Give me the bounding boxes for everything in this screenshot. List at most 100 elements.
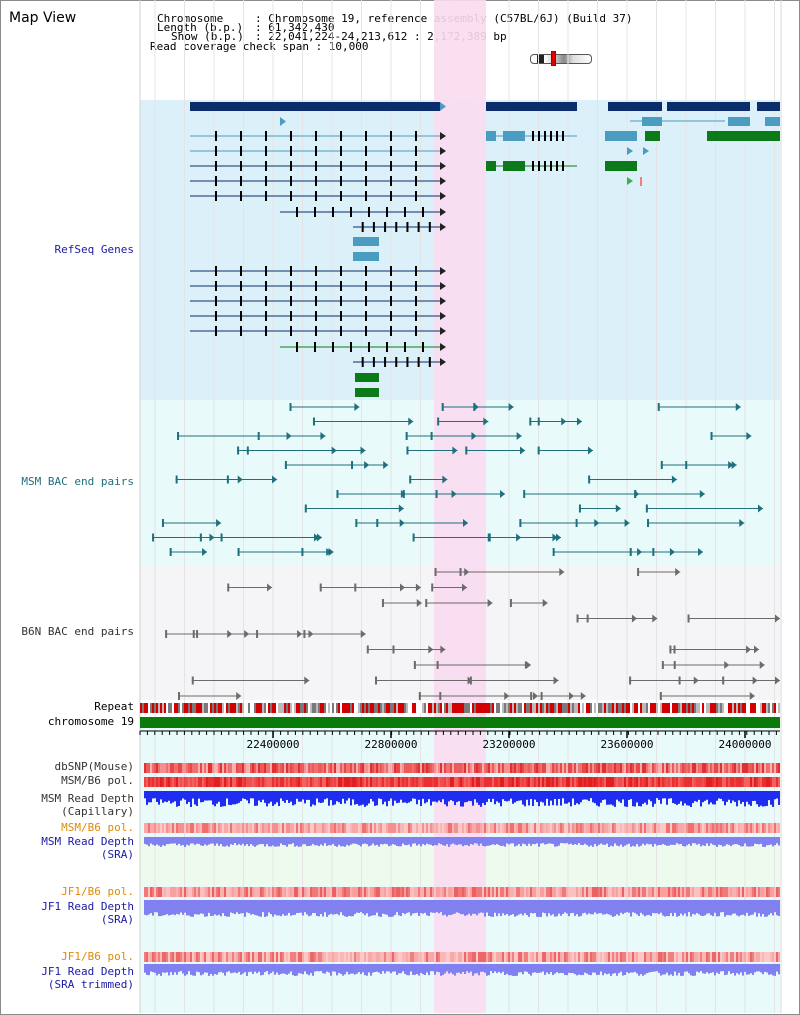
read-depth-bar <box>334 900 336 915</box>
read-depth-bar <box>616 900 618 915</box>
heat-cell <box>276 763 278 773</box>
read-depth-bar <box>456 791 458 803</box>
heat-cell <box>328 823 330 833</box>
bac-end <box>530 692 533 700</box>
heat-cell <box>200 887 202 897</box>
heat-cell <box>766 887 768 897</box>
heat-cell <box>332 777 334 787</box>
track-label-refseq[interactable]: RefSeq Genes <box>54 243 134 256</box>
heat-cell <box>392 763 394 773</box>
read-depth-bar <box>652 964 654 972</box>
read-depth-bar <box>434 791 436 802</box>
heat-cell <box>678 823 680 833</box>
heat-cell <box>298 823 300 833</box>
heat-cell <box>560 763 562 773</box>
repeat-segment <box>154 703 156 713</box>
read-depth-bar <box>176 791 178 807</box>
gene-exon <box>290 176 292 186</box>
track-label-msm-depth[interactable]: MSM Read Depth <box>41 792 134 805</box>
read-depth-bar <box>664 837 666 845</box>
repeat-segment <box>336 703 338 713</box>
repeat-segment <box>676 703 678 713</box>
heat-cell <box>314 777 316 787</box>
read-depth-bar <box>314 791 316 806</box>
gene-exon <box>532 161 534 171</box>
heat-cell <box>418 777 420 787</box>
read-depth-bar <box>666 791 668 805</box>
read-depth-bar <box>420 964 422 973</box>
track-label-msm-bac[interactable]: MSM BAC end pairs <box>21 475 134 488</box>
read-depth-bar <box>214 791 216 807</box>
gene-exon <box>315 161 317 171</box>
heat-cell <box>524 823 526 833</box>
read-depth-bar <box>638 964 640 976</box>
track-label-dbsnp[interactable]: dbSNP(Mouse) <box>54 760 134 773</box>
heat-cell <box>514 952 516 962</box>
heat-cell <box>144 823 146 833</box>
track-label-jf1-depth[interactable]: JF1 Read Depth <box>41 900 134 913</box>
read-depth-bar <box>276 900 278 916</box>
heat-cell <box>706 823 708 833</box>
heat-cell <box>610 777 612 787</box>
read-depth-bar <box>366 964 368 976</box>
read-depth-bar <box>402 964 404 972</box>
read-depth-bar <box>444 964 446 974</box>
heat-cell <box>326 763 328 773</box>
heat-cell <box>674 777 676 787</box>
bac-end <box>671 475 677 484</box>
bac-end <box>413 661 416 669</box>
heat-cell <box>428 777 430 787</box>
heat-cell <box>726 763 728 773</box>
track-label-msm-pol-sra[interactable]: MSM/B6 pol. <box>61 821 134 834</box>
track-label-jf1-pol-2[interactable]: JF1/B6 pol. <box>61 950 134 963</box>
heat-cell <box>590 887 592 897</box>
read-depth-bar <box>412 964 414 975</box>
read-depth-bar <box>332 900 334 915</box>
repeat-segment <box>576 703 578 713</box>
repeat-segment <box>534 703 536 713</box>
heat-cell <box>442 823 444 833</box>
heat-cell <box>290 887 292 897</box>
track-label-msm-sra[interactable]: MSM Read Depth <box>41 835 134 848</box>
read-depth-bar <box>262 900 264 913</box>
read-depth-bar <box>674 900 676 913</box>
track-label-repeat[interactable]: Repeat <box>94 700 134 713</box>
heat-cell <box>294 823 296 833</box>
heat-cell <box>176 777 178 787</box>
heat-cell <box>702 952 704 962</box>
read-depth-bar <box>616 791 618 800</box>
read-depth-bar <box>398 791 400 803</box>
heat-cell <box>452 777 454 787</box>
track-label-b6n-bac[interactable]: B6N BAC end pairs <box>21 625 134 638</box>
heat-cell <box>566 823 568 833</box>
heat-cell <box>424 952 426 962</box>
track-label-msm-pol[interactable]: MSM/B6 pol. <box>61 774 134 787</box>
heat-cell <box>270 952 272 962</box>
read-depth-bar <box>770 837 772 845</box>
bac-end <box>436 661 439 669</box>
read-depth-bar <box>576 837 578 845</box>
read-depth-bar <box>260 964 262 976</box>
repeat-segment <box>466 703 468 713</box>
read-depth-bar <box>302 900 304 916</box>
gene-exon <box>315 131 317 141</box>
bac-end <box>669 645 672 654</box>
track-label-jf1-trim[interactable]: JF1 Read Depth <box>41 965 134 978</box>
chromosome-ideogram[interactable] <box>530 54 592 64</box>
track-label-chromosome[interactable]: chromosome 19 <box>47 715 134 728</box>
heat-cell <box>554 823 556 833</box>
bac-end <box>376 519 379 527</box>
read-depth-bar <box>506 964 508 974</box>
heat-cell <box>234 952 236 962</box>
heat-cell <box>566 887 568 897</box>
heat-cell <box>278 887 280 897</box>
read-depth-bar <box>424 964 426 976</box>
track-label-jf1-pol[interactable]: JF1/B6 pol. <box>61 885 134 898</box>
heat-cell <box>388 777 390 787</box>
read-depth-bar <box>144 791 146 799</box>
heat-cell <box>308 823 310 833</box>
read-depth-bar <box>236 837 238 846</box>
gene-exon <box>395 222 398 232</box>
heat-cell <box>230 823 232 833</box>
